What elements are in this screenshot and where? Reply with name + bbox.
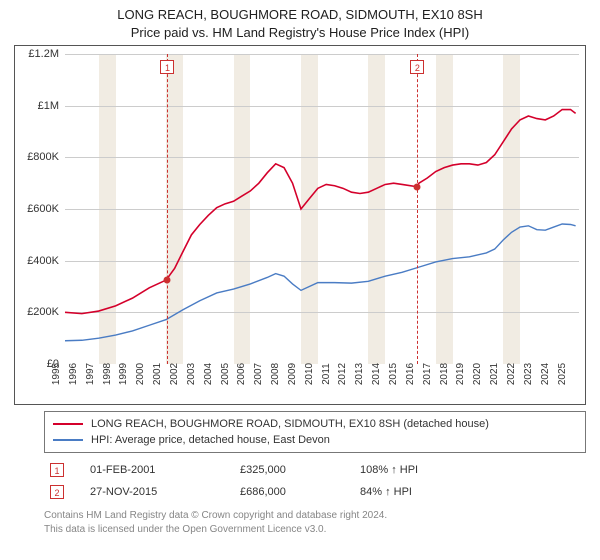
event-change: 108% ↑ HPI — [354, 459, 586, 481]
footer-line-2: This data is licensed under the Open Gov… — [44, 523, 586, 537]
event-line — [417, 54, 418, 364]
chart-container: LONG REACH, BOUGHMORE ROAD, SIDMOUTH, EX… — [0, 0, 600, 560]
y-tick-label: £800K — [27, 151, 59, 163]
y-tick-label: £200K — [27, 306, 59, 318]
legend-row: LONG REACH, BOUGHMORE ROAD, SIDMOUTH, EX… — [53, 416, 577, 432]
event-index: 1 — [50, 463, 64, 477]
y-axis-labels: £0£200K£400K£600K£800K£1M£1.2M — [15, 54, 63, 364]
event-marker-box: 2 — [410, 60, 424, 74]
y-tick-label: £400K — [27, 255, 59, 267]
chart-panel: £0£200K£400K£600K£800K£1M£1.2M 12 199519… — [14, 45, 586, 405]
series-hpi — [65, 224, 576, 341]
legend-label: LONG REACH, BOUGHMORE ROAD, SIDMOUTH, EX… — [91, 418, 489, 430]
y-tick-label: £1.2M — [28, 48, 59, 60]
title-line-1: LONG REACH, BOUGHMORE ROAD, SIDMOUTH, EX… — [0, 6, 600, 24]
event-row: 2 27-NOV-2015£686,00084% ↑ HPI — [44, 481, 586, 503]
y-tick-label: £1M — [38, 100, 59, 112]
footer-line-1: Contains HM Land Registry data © Crown c… — [44, 509, 586, 523]
event-dot — [164, 277, 171, 284]
legend: LONG REACH, BOUGHMORE ROAD, SIDMOUTH, EX… — [44, 411, 586, 453]
event-date: 01-FEB-2001 — [84, 459, 234, 481]
event-price: £686,000 — [234, 481, 354, 503]
legend-swatch — [53, 423, 83, 425]
legend-label: HPI: Average price, detached house, East… — [91, 434, 330, 446]
footer: Contains HM Land Registry data © Crown c… — [44, 509, 586, 536]
event-price: £325,000 — [234, 459, 354, 481]
event-date: 27-NOV-2015 — [84, 481, 234, 503]
chart-svg — [65, 54, 579, 364]
plot-area: 12 — [65, 54, 579, 364]
legend-swatch — [53, 439, 83, 441]
title-line-2: Price paid vs. HM Land Registry's House … — [0, 24, 600, 42]
event-change: 84% ↑ HPI — [354, 481, 586, 503]
event-line — [167, 54, 168, 364]
event-row: 1 01-FEB-2001£325,000108% ↑ HPI — [44, 459, 586, 481]
event-dot — [414, 183, 421, 190]
event-marker-box: 1 — [160, 60, 174, 74]
title-block: LONG REACH, BOUGHMORE ROAD, SIDMOUTH, EX… — [0, 0, 600, 43]
event-table: 1 01-FEB-2001£325,000108% ↑ HPI 2 27-NOV-20… — [44, 459, 586, 503]
y-tick-label: £600K — [27, 203, 59, 215]
x-tick-label: 2025 — [557, 363, 585, 385]
event-index: 2 — [50, 485, 64, 499]
legend-row: HPI: Average price, detached house, East… — [53, 432, 577, 448]
x-axis-labels: 1995199619971998199920002001200220032004… — [65, 366, 579, 404]
